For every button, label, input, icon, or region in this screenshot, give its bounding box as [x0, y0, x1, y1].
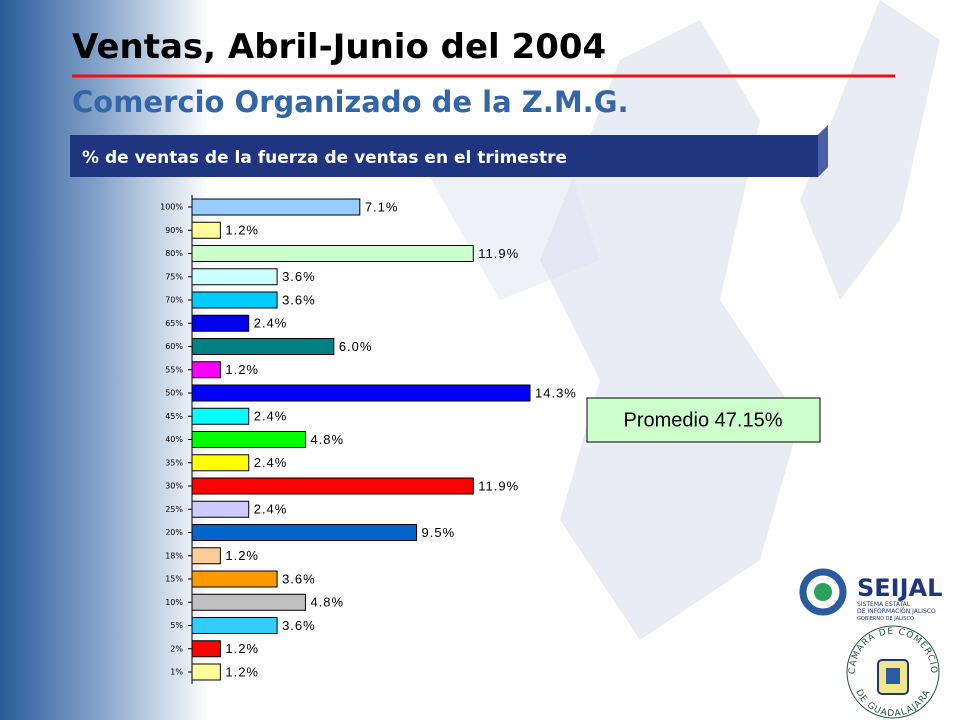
bar — [191, 384, 531, 402]
category-label: 20% — [165, 528, 183, 537]
bar — [191, 314, 250, 332]
value-label: 4.8% — [310, 595, 344, 610]
category-label: 15% — [165, 575, 183, 584]
banner-shape — [70, 125, 828, 177]
bar — [191, 663, 221, 681]
value-label: 2.4% — [254, 409, 288, 424]
annotation-box — [586, 397, 821, 443]
bar — [191, 617, 278, 634]
category-label: 100% — [160, 203, 183, 212]
value-label: 7.1% — [365, 199, 399, 214]
value-label: 3.6% — [282, 269, 316, 284]
category-label: 65% — [165, 319, 183, 328]
subtitle: Comercio Organizado de la Z.M.G. — [72, 85, 629, 119]
bar — [191, 338, 335, 355]
seijal-line: DE INFORMACIÓN JALISCO — [857, 608, 936, 615]
value-label: 3.6% — [282, 292, 316, 307]
value-label: 1.2% — [225, 641, 259, 656]
bar — [191, 477, 474, 495]
value-label: 1.2% — [225, 664, 259, 679]
value-label: 2.4% — [254, 502, 288, 517]
category-label: 30% — [165, 482, 183, 491]
value-label: 2.4% — [254, 455, 288, 470]
bar — [191, 221, 221, 239]
annotation: Promedio 47.15% — [624, 409, 783, 431]
bar — [191, 570, 278, 588]
category-label: 2% — [170, 644, 183, 653]
value-label: 9.5% — [422, 525, 456, 540]
bar — [191, 593, 306, 611]
bar — [191, 640, 221, 658]
bar — [191, 547, 221, 565]
category-label: 1% — [170, 668, 183, 677]
value-label: 2.4% — [254, 316, 288, 331]
value-label: 4.8% — [310, 432, 344, 447]
category-label: 5% — [170, 621, 183, 630]
value-label: 11.9% — [478, 246, 519, 261]
value-label: 3.6% — [282, 618, 316, 633]
value-label: 1.2% — [225, 362, 259, 377]
banner-text: % de ventas de la fuerza de ventas en el… — [82, 148, 567, 168]
bar — [191, 245, 474, 262]
seijal-logo: SEIJAL SISTEMA ESTATAL DE INFORMACIÓN JA… — [799, 568, 942, 622]
bar — [191, 198, 361, 216]
category-label: 80% — [165, 249, 183, 258]
category-label: 55% — [165, 365, 183, 374]
title: Ventas, Abril-Junio del 2004 — [72, 27, 606, 67]
bar — [191, 431, 306, 448]
side-gradient — [0, 0, 210, 720]
category-label: 25% — [165, 505, 183, 514]
category-label: 18% — [165, 551, 183, 560]
seijal-line: GOBIERNO DE JALISCO — [857, 616, 914, 622]
category-label: 50% — [165, 389, 183, 398]
value-label: 1.2% — [225, 548, 259, 563]
value-label: 11.9% — [478, 478, 519, 493]
category-label: 75% — [165, 272, 183, 281]
chart: 100% 7.1% 90% 1.2% 80% 11.9% 75% 3.6% 70% 3.6% 65%… — [160, 198, 577, 681]
seijal-icon-core — [814, 583, 832, 601]
category-label: 70% — [165, 296, 183, 305]
bar — [191, 524, 418, 541]
category-label: 90% — [165, 226, 183, 235]
bar — [191, 268, 278, 286]
bar — [191, 454, 250, 472]
value-label: 1.2% — [225, 223, 259, 238]
banner-edge — [818, 125, 828, 177]
camara-shield-inner — [886, 668, 900, 684]
category-label: 45% — [165, 412, 183, 421]
value-label: 3.6% — [282, 571, 316, 586]
category-label: 35% — [165, 458, 183, 467]
category-label: 40% — [165, 435, 183, 444]
value-label: 14.3% — [535, 385, 577, 400]
bar — [191, 500, 250, 518]
seijal-icon — [799, 568, 847, 616]
category-label: 60% — [165, 342, 183, 351]
seijal-name: SEIJAL — [857, 574, 942, 602]
bar — [191, 361, 221, 379]
value-label: 6.0% — [339, 339, 373, 354]
camara-ring — [846, 625, 940, 719]
bar — [191, 407, 250, 425]
bar — [191, 291, 278, 309]
seijal-line: SISTEMA ESTATAL — [857, 601, 911, 608]
category-label: 10% — [165, 598, 183, 607]
